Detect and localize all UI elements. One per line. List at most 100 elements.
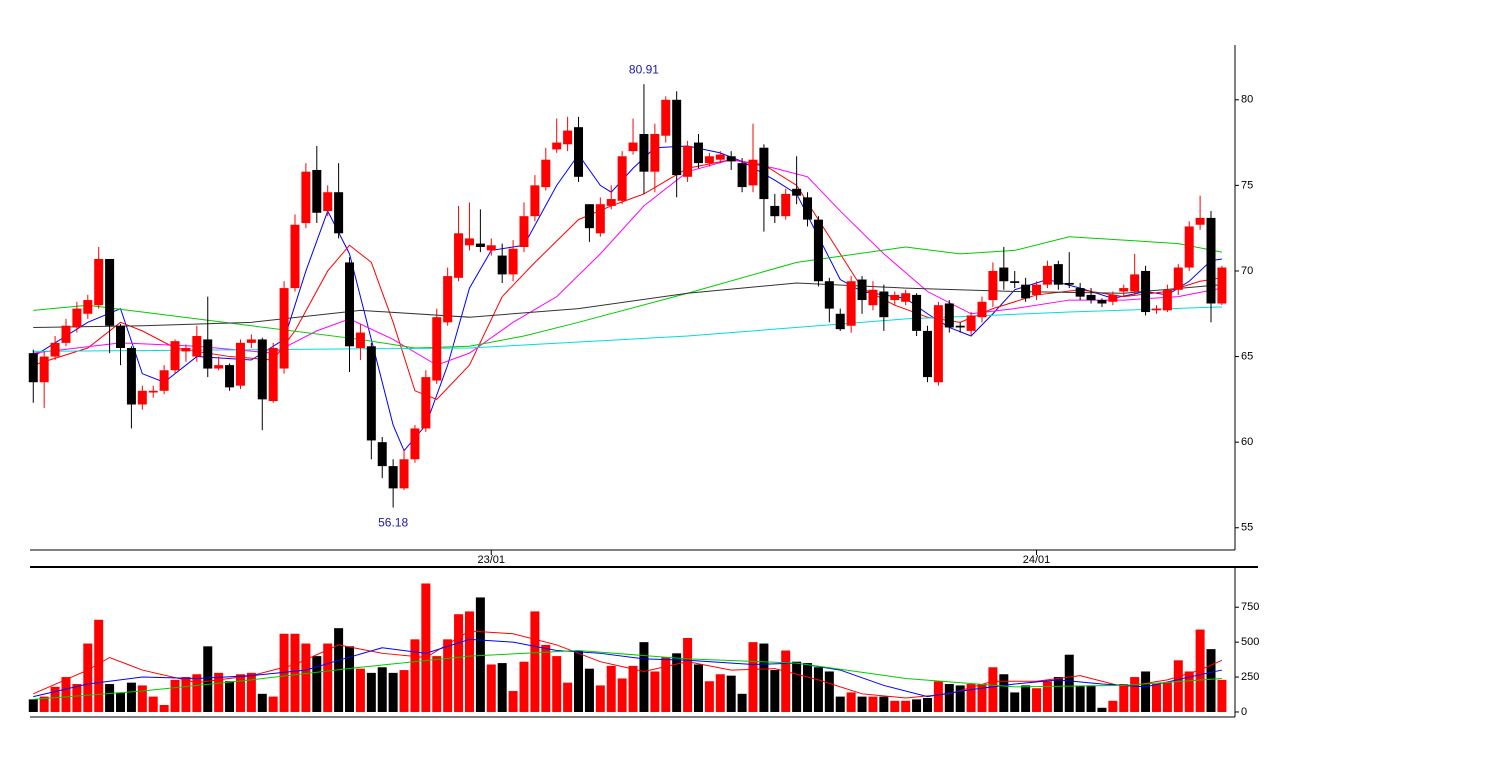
candle-body — [988, 270, 998, 301]
candle-body — [432, 317, 442, 381]
volume-bar — [192, 674, 202, 712]
volume-bar — [366, 672, 376, 712]
volume-bar — [639, 642, 649, 712]
candle-body — [912, 294, 922, 331]
y-tick-label: 750 — [1241, 601, 1259, 613]
candle-body — [225, 365, 235, 388]
volume-bar — [159, 704, 169, 712]
candle-body — [323, 192, 333, 212]
volume-bar — [650, 671, 660, 712]
volume-bar — [464, 611, 474, 712]
candle-body — [803, 197, 813, 220]
volume-bar — [268, 696, 278, 712]
candle-body — [508, 248, 518, 275]
candle-body — [1108, 294, 1118, 302]
volume-bar — [574, 650, 584, 712]
candle-body — [879, 291, 889, 318]
volume-bar — [1195, 629, 1205, 712]
y-tick-label: 0 — [1241, 706, 1247, 718]
candle-body — [759, 147, 769, 200]
candle-body — [148, 390, 158, 393]
candle-body — [1042, 265, 1052, 285]
volume-bar — [792, 661, 802, 712]
volume-bar — [1086, 685, 1096, 712]
volume-bar — [879, 696, 889, 712]
candle-body — [552, 142, 562, 150]
candle-body — [1075, 288, 1085, 297]
volume-bar — [977, 684, 987, 712]
volume-bar — [857, 696, 867, 712]
volume-bar — [824, 671, 834, 712]
candle-body — [83, 300, 93, 314]
candle-body — [366, 346, 376, 441]
volume-bar — [1032, 688, 1042, 712]
candle-body — [890, 294, 900, 301]
volume-bar — [966, 684, 976, 712]
y-tick-label: 250 — [1241, 671, 1259, 683]
candle-body — [61, 325, 71, 343]
candle-body — [1010, 281, 1020, 283]
volume-bar — [1021, 685, 1031, 712]
volume-bar — [1075, 685, 1085, 712]
volume-bar — [1042, 681, 1052, 712]
volume-bar — [541, 644, 551, 712]
candle-body — [1130, 274, 1140, 292]
volume-bar — [661, 657, 671, 712]
volume-bar — [83, 643, 93, 712]
moving-average — [33, 638, 1223, 698]
volume-bar — [1162, 682, 1172, 712]
volume-bar — [399, 670, 409, 712]
volume-bar — [1010, 692, 1020, 712]
candle-body — [181, 348, 191, 352]
candle-body — [1206, 217, 1216, 304]
volume-bar — [868, 696, 878, 712]
volume-bar — [301, 643, 311, 712]
candle-body — [214, 365, 224, 369]
volume-bar — [225, 681, 235, 712]
moving-average — [33, 236, 1223, 349]
volume-bar — [1108, 700, 1118, 712]
candle-body — [257, 339, 267, 400]
candle-body — [748, 159, 758, 186]
y-tick-label: 70 — [1241, 265, 1253, 277]
candle-body — [933, 305, 943, 383]
volume-bar — [203, 646, 213, 712]
candle-body — [170, 341, 180, 371]
volume-bar — [181, 677, 191, 712]
volume-bar — [944, 684, 954, 712]
candle-body — [50, 342, 60, 357]
volume-bar — [377, 667, 387, 712]
volume-bar — [94, 619, 104, 712]
moving-average — [33, 306, 1222, 352]
volume-bar — [388, 672, 398, 712]
y-tick-label: 65 — [1241, 350, 1253, 362]
volume-bar — [72, 684, 82, 712]
candle-body — [1173, 267, 1183, 290]
volume-bar — [486, 664, 496, 712]
volume-bar — [933, 681, 943, 712]
volume-bar — [355, 668, 365, 712]
volume-bar — [1130, 677, 1140, 712]
volume-bar — [715, 674, 725, 712]
candle-body — [824, 281, 834, 309]
volume-bar — [508, 691, 518, 712]
candle-body — [846, 281, 856, 326]
candle-body — [290, 224, 300, 289]
candle-body — [999, 267, 1009, 282]
volume-bar — [497, 663, 507, 712]
volume-bar — [704, 681, 714, 712]
volume-bar — [410, 639, 420, 712]
candle-body — [672, 99, 682, 176]
volume-bar — [257, 693, 267, 712]
volume-bar — [1206, 649, 1216, 712]
moving-average — [33, 650, 1222, 700]
candle-body — [28, 353, 38, 383]
volume-bar — [737, 693, 747, 712]
volume-bar — [552, 656, 562, 712]
candle-body — [399, 459, 409, 489]
candle-body — [574, 127, 584, 177]
volume-bar — [126, 682, 136, 712]
volume-bar — [563, 682, 573, 712]
candle-body — [126, 348, 136, 405]
candle-body — [1119, 288, 1129, 292]
